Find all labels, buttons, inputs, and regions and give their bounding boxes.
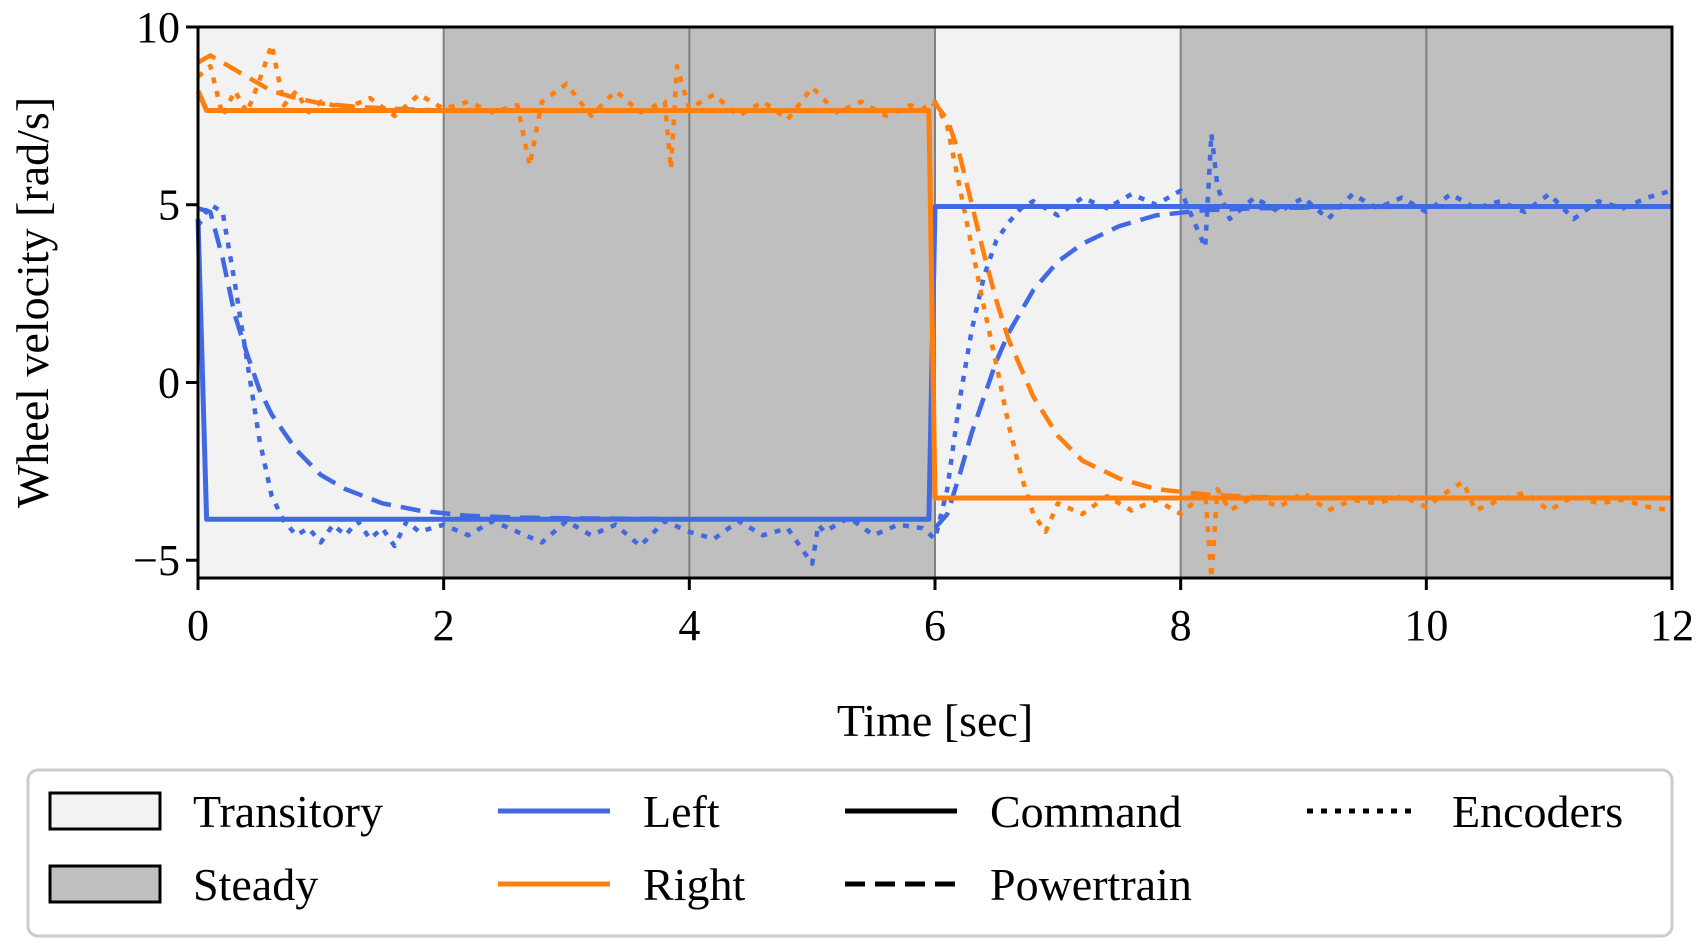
series-right-powertrain <box>196 53 1672 501</box>
x-axis-label: Time [sec] <box>837 695 1033 746</box>
legend-label-encoders: Encoders <box>1452 786 1623 837</box>
legend-swatch-steady <box>48 864 162 904</box>
legend-label-powertrain: Powertrain <box>990 859 1192 910</box>
legend-label-left: Left <box>643 786 720 837</box>
legend-swatch-transitory <box>48 791 162 831</box>
legend: Transitory Steady Left Right Command Pow… <box>26 768 1674 938</box>
series-left-command <box>195 204 1672 522</box>
y-axis-ticks: −5 0 5 10 <box>133 3 198 585</box>
legend-label-steady: Steady <box>193 859 318 910</box>
x-tick-label-8: 8 <box>1170 601 1192 650</box>
y-axis-label: Wheel velocity [rad/s] <box>7 97 58 508</box>
x-tick-label-4: 4 <box>678 601 700 650</box>
series-right-command <box>195 89 1672 501</box>
y-tick-label-0: 0 <box>158 358 180 407</box>
region-transitory-2 <box>935 27 1181 578</box>
x-tick-label-0: 0 <box>187 601 209 650</box>
x-axis-ticks: 0 2 4 6 8 10 12 <box>187 578 1694 650</box>
x-tick-label-6: 6 <box>924 601 946 650</box>
x-tick-label-12: 12 <box>1650 601 1694 650</box>
x-tick-label-2: 2 <box>433 601 455 650</box>
series-left-powertrain <box>197 204 1672 531</box>
y-tick-label-5: 5 <box>158 181 180 230</box>
series-lines <box>195 42 1673 581</box>
legend-label-right: Right <box>643 859 745 910</box>
y-tick-label--5: −5 <box>133 536 180 585</box>
x-tick-label-10: 10 <box>1404 601 1448 650</box>
legend-label-transitory: Transitory <box>193 786 383 837</box>
legend-frame <box>26 768 1674 938</box>
legend-label-command: Command <box>990 786 1182 837</box>
y-tick-label-10: 10 <box>136 3 180 52</box>
